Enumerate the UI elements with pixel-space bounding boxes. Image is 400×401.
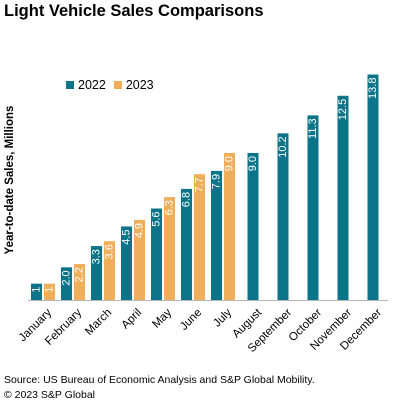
bar-2023-january xyxy=(44,283,55,300)
bar-2023-march xyxy=(104,241,115,300)
chart-title: Light Vehicle Sales Comparisons xyxy=(4,2,264,20)
bar-2022-august xyxy=(247,152,259,300)
bar-2022-june xyxy=(181,188,192,300)
data-label-2023-february: 2.2 xyxy=(74,267,86,282)
copyright-note: © 2023 S&P Global xyxy=(4,389,96,401)
data-label-2023-may: 6.3 xyxy=(164,200,176,215)
bar-2023-may xyxy=(164,197,175,300)
bar-2022-july xyxy=(211,170,222,300)
x-tick-label-march: March xyxy=(83,307,114,338)
x-tick-label-july: July xyxy=(211,307,234,330)
data-label-2023-july: 9.0 xyxy=(224,156,236,171)
bar-2022-march xyxy=(91,246,102,300)
bar-2023-june xyxy=(194,174,205,300)
legend-item-2023: 2023 xyxy=(113,78,154,92)
data-label-2023-march: 3.6 xyxy=(104,244,116,259)
legend-swatch-2022 xyxy=(66,81,74,89)
legend-item-2022: 2022 xyxy=(66,78,106,92)
x-tick-label-june: June xyxy=(178,307,204,333)
bar-2022-february xyxy=(61,267,72,300)
data-label-2023-january: 1 xyxy=(44,287,56,293)
x-tick-label-may: May xyxy=(150,307,174,331)
bar-2022-may xyxy=(151,208,162,300)
data-label-2022-march: 3.3 xyxy=(91,249,103,264)
bar-2022-november xyxy=(337,95,349,300)
data-label-2022-december: 13.8 xyxy=(367,78,379,99)
data-label-2022-june: 6.8 xyxy=(181,192,193,207)
legend-label-2023: 2023 xyxy=(125,78,154,92)
data-label-2022-november: 12.5 xyxy=(337,99,349,120)
bar-2022-december xyxy=(367,74,379,300)
data-label-2022-april: 4.5 xyxy=(121,229,133,244)
legend-label-2022: 2022 xyxy=(78,78,106,92)
x-tick-label-april: April xyxy=(119,307,144,332)
bar-2023-april xyxy=(134,219,145,300)
data-label-2022-may: 5.6 xyxy=(151,212,163,227)
legend-swatch-2023 xyxy=(113,81,122,89)
bar-2023-february xyxy=(74,264,85,300)
chart-legend: 2022 2023 xyxy=(66,78,162,92)
data-label-2022-july: 7.9 xyxy=(211,174,223,189)
data-label-2023-april: 4.9 xyxy=(134,223,146,238)
bar-2022-january xyxy=(31,283,42,300)
data-label-2022-october: 11.3 xyxy=(307,118,319,139)
data-label-2022-september: 10.2 xyxy=(277,136,289,157)
bar-2022-september xyxy=(277,133,289,300)
data-label-2022-august: 9.0 xyxy=(247,156,259,171)
bar-2023-july xyxy=(224,152,235,300)
data-label-2023-june: 7.7 xyxy=(194,177,206,192)
source-note: Source: US Bureau of Economic Analysis a… xyxy=(4,374,315,386)
bar-2022-april xyxy=(121,226,132,300)
data-label-2022-january: 1 xyxy=(31,287,43,293)
data-label-2022-february: 2.0 xyxy=(61,270,73,285)
bar-2022-october xyxy=(307,115,319,300)
